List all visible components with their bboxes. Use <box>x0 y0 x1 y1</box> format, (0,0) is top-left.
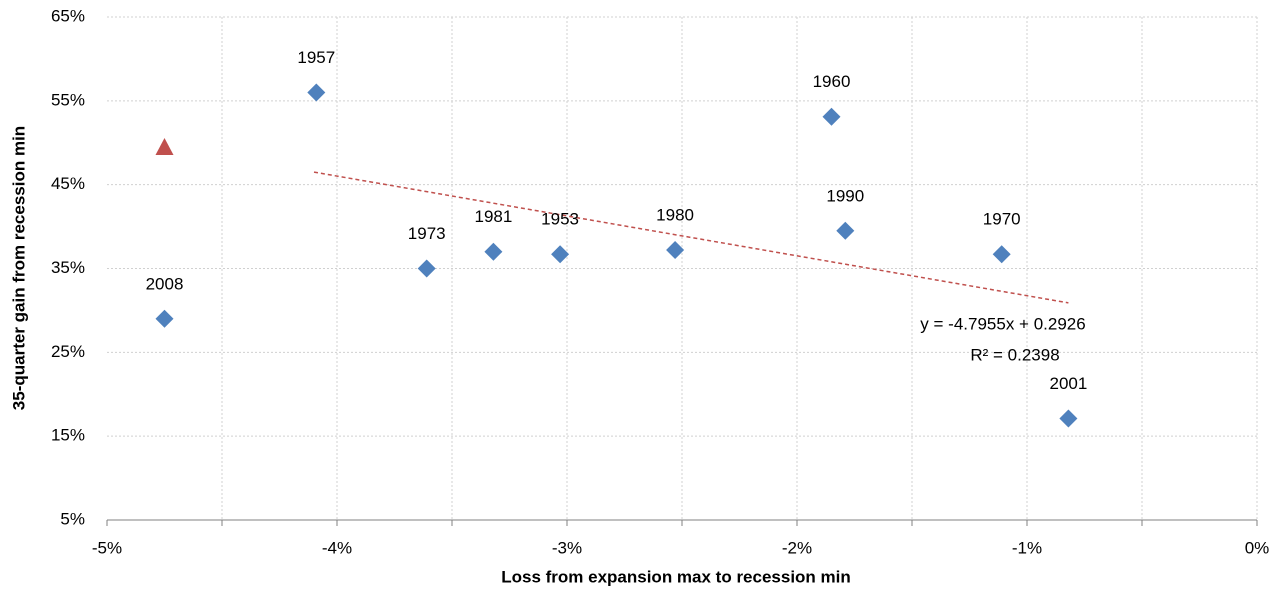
point-label: 1960 <box>813 72 851 91</box>
point-label: 2008 <box>146 274 184 293</box>
point <box>822 107 841 126</box>
point <box>484 242 503 261</box>
point-label: 2001 <box>1049 374 1087 393</box>
point-label: 1973 <box>408 224 446 243</box>
y-tick-label: 45% <box>51 174 85 193</box>
point <box>307 83 326 102</box>
y-axis-title: 35-quarter gain from recession min <box>9 126 28 410</box>
y-tick-label: 35% <box>51 258 85 277</box>
x-tick-label: 0% <box>1245 538 1270 557</box>
trendline-r2: R² = 0.2398 <box>970 345 1059 364</box>
point-label: 1990 <box>826 186 864 205</box>
x-tick-label: -3% <box>552 538 582 557</box>
x-tick-label: -2% <box>782 538 812 557</box>
trendline-equation: y = -4.7955x + 0.2926 <box>920 314 1085 333</box>
y-tick-label: 5% <box>60 509 85 528</box>
x-axis-title: Loss from expansion max to recession min <box>501 567 851 586</box>
x-tick-label: -4% <box>322 538 352 557</box>
y-tick-label: 15% <box>51 426 85 445</box>
y-tick-label: 55% <box>51 90 85 109</box>
y-tick-label: 25% <box>51 342 85 361</box>
y-tick-label: 65% <box>51 6 85 25</box>
point-label: 1981 <box>474 207 512 226</box>
point <box>836 221 855 240</box>
point <box>551 245 570 264</box>
point <box>666 241 685 260</box>
point <box>155 137 174 155</box>
x-tick-label: -1% <box>1012 538 1042 557</box>
point-label: 1957 <box>297 48 335 67</box>
point-label: 1953 <box>541 210 579 229</box>
point-label: 1980 <box>656 206 694 225</box>
point <box>1059 409 1078 428</box>
point <box>155 309 174 328</box>
trendline <box>313 171 1069 304</box>
x-tick-label: -5% <box>92 538 122 557</box>
point <box>992 245 1011 264</box>
point <box>417 259 436 278</box>
point-label: 1970 <box>983 210 1021 229</box>
